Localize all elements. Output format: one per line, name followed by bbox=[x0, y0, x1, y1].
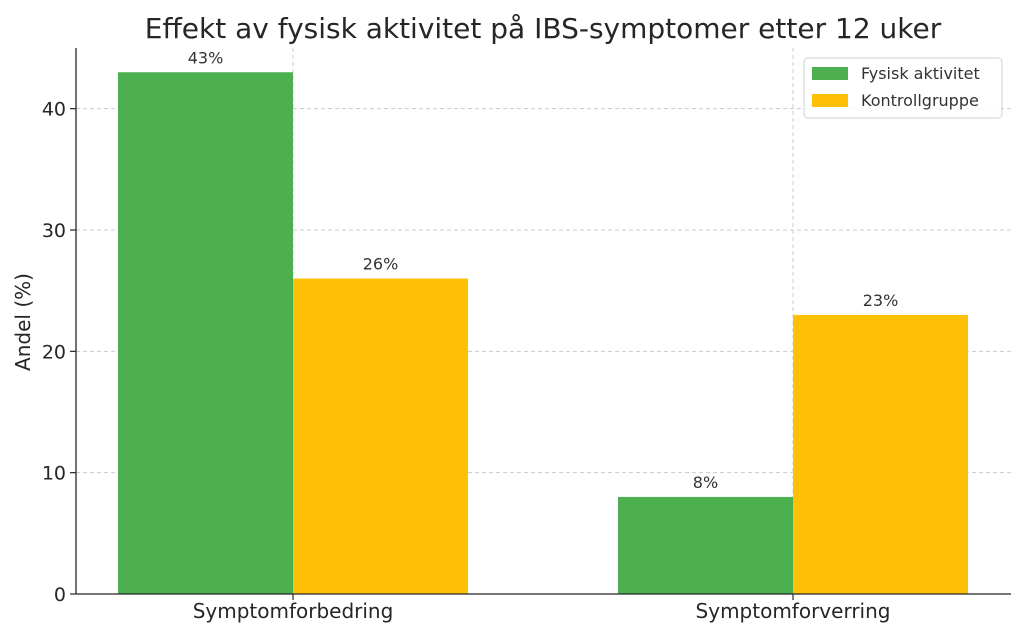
chart-title: Effekt av fysisk aktivitet på IBS-sympto… bbox=[145, 12, 942, 45]
legend-swatch bbox=[812, 67, 848, 80]
bar-fysisk-aktivitet bbox=[618, 496, 793, 594]
bars-layer bbox=[118, 72, 968, 595]
bar-kontrollgruppe bbox=[793, 314, 968, 594]
y-tick-label: 0 bbox=[54, 584, 66, 606]
data-labels-layer: 43% 8% 26% 23% bbox=[188, 48, 899, 492]
bar-fysisk-aktivitet bbox=[118, 72, 293, 595]
legend-swatch bbox=[812, 94, 848, 107]
bar-kontrollgruppe bbox=[293, 278, 468, 594]
x-tick-label: Symptomforbedring bbox=[193, 599, 394, 623]
bar-value-label: 23% bbox=[863, 291, 899, 310]
bar-value-label: 26% bbox=[363, 255, 399, 274]
y-tick-label: 10 bbox=[42, 463, 66, 485]
y-axis-label: Andel (%) bbox=[11, 273, 35, 371]
y-tick-label: 30 bbox=[42, 220, 66, 242]
legend-entry-label: Kontrollgruppe bbox=[861, 91, 979, 110]
x-tick-label: Symptomforverring bbox=[696, 599, 891, 623]
bar-value-label: 8% bbox=[693, 473, 718, 492]
bar-value-label: 43% bbox=[188, 48, 224, 67]
legend-entry-label: Fysisk aktivitet bbox=[861, 64, 980, 83]
legend-box bbox=[803, 57, 1003, 119]
y-tick-label: 20 bbox=[42, 341, 66, 363]
legend: Fysisk aktivitet Kontrollgruppe bbox=[803, 57, 1003, 119]
y-tick-label: 40 bbox=[42, 99, 66, 121]
axes-layer: 0 10 20 30 40 Symptomforbedring Symptomforverr… bbox=[42, 48, 1011, 623]
